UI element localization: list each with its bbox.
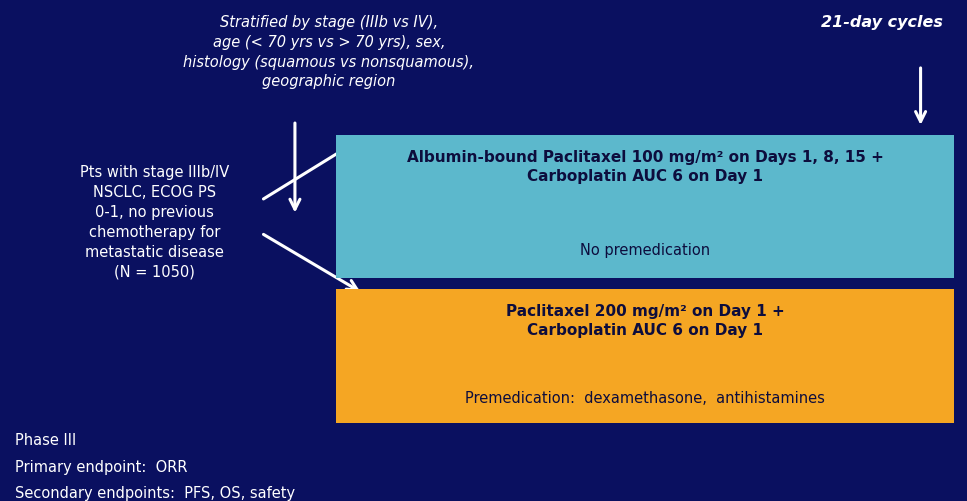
Text: Secondary endpoints:  PFS, OS, safety: Secondary endpoints: PFS, OS, safety [15,486,295,501]
Text: No premedication: No premedication [580,243,710,258]
Text: Stratified by stage (IIIb vs IV),
age (< 70 yrs vs > 70 yrs), sex,
histology (sq: Stratified by stage (IIIb vs IV), age (<… [184,15,474,90]
Text: 21-day cycles: 21-day cycles [821,15,943,30]
Bar [336,135,954,278]
Text: Albumin-bound Paclitaxel 100 mg/m² on Days 1, 8, 15 +
Carboplatin AUC 6 on Day 1: Albumin-bound Paclitaxel 100 mg/m² on Da… [406,150,884,184]
Text: Phase III: Phase III [15,433,75,448]
Text: Pts with stage IIIb/IV
NSCLC, ECOG PS
0-1, no previous
chemotherapy for
metastat: Pts with stage IIIb/IV NSCLC, ECOG PS 0-… [80,165,229,280]
Text: Primary endpoint:  ORR: Primary endpoint: ORR [15,460,187,475]
Text: Premedication:  dexamethasone,  antihistamines: Premedication: dexamethasone, antihistam… [465,391,825,406]
Bar [336,289,954,423]
Text: Paclitaxel 200 mg/m² on Day 1 +
Carboplatin AUC 6 on Day 1: Paclitaxel 200 mg/m² on Day 1 + Carbopla… [506,304,784,338]
